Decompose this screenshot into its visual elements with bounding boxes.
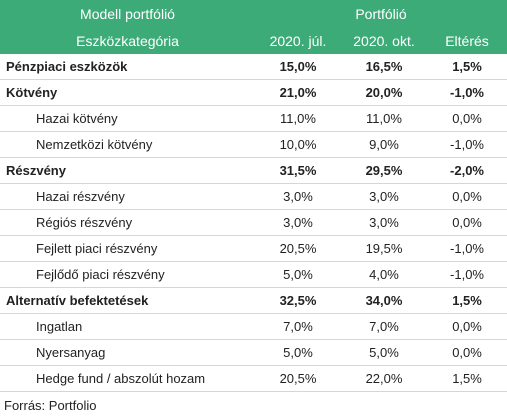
value-cell: 1,5% [427,287,507,314]
value-cell: 7,0% [341,313,427,340]
value-cell: -1,0% [427,79,507,106]
row-label: Pénzpiaci eszközök [0,54,255,80]
group-row: Alternatív befektetések 32,5% 34,0% 1,5% [0,287,507,314]
item-row: Hazai részvény 3,0% 3,0% 0,0% [0,183,507,210]
value-cell: 5,0% [255,339,341,366]
value-cell: 20,5% [255,235,341,262]
value-cell: 10,0% [255,131,341,158]
value-cell: 0,0% [427,183,507,210]
value-cell: 5,0% [255,261,341,288]
value-cell: 15,0% [255,54,341,80]
row-label: Hedge fund / abszolút hozam [0,365,255,392]
column-header: Eszközkategória [0,27,255,54]
group-row: Részvény 31,5% 29,5% -2,0% [0,157,507,184]
header-row: Eszközkategória 2020. júl. 2020. okt. Eltér… [0,27,507,54]
item-row: Hazai kötvény 11,0% 11,0% 0,0% [0,105,507,132]
source-note: Forrás: Portfolio [4,398,97,413]
value-cell: 20,5% [255,365,341,392]
value-cell: -1,0% [427,235,507,262]
value-cell: 3,0% [341,209,427,236]
row-label: Nemzetközi kötvény [0,131,255,158]
column-header: 2020. okt. [341,27,427,54]
value-cell: 22,0% [341,365,427,392]
value-cell: 5,0% [341,339,427,366]
value-cell: -2,0% [427,157,507,184]
row-label: Fejlett piaci részvény [0,235,255,262]
row-label: Fejlődő piaci részvény [0,261,255,288]
value-cell: 4,0% [341,261,427,288]
value-cell: -1,0% [427,131,507,158]
value-cell: 11,0% [255,105,341,132]
group-row: Kötvény 21,0% 20,0% -1,0% [0,79,507,106]
value-cell: 3,0% [255,209,341,236]
value-cell: -1,0% [427,261,507,288]
value-cell: 29,5% [341,157,427,184]
value-cell: 20,0% [341,79,427,106]
table-header: Modell portfólió Portfólió Eszközkategór… [0,0,507,54]
value-cell: 3,0% [341,183,427,210]
value-cell: 7,0% [255,313,341,340]
header-cell: Modell portfólió [0,0,255,27]
value-cell: 0,0% [427,209,507,236]
item-row: Fejlett piaci részvény 20,5% 19,5% -1,0% [0,235,507,262]
value-cell: 0,0% [427,339,507,366]
row-label: Részvény [0,157,255,184]
row-label: Régiós részvény [0,209,255,236]
row-label: Alternatív befektetések [0,287,255,314]
item-row: Ingatlan 7,0% 7,0% 0,0% [0,313,507,340]
row-label: Nyersanyag [0,339,255,366]
column-header: 2020. júl. [255,27,341,54]
value-cell: 34,0% [341,287,427,314]
header-row: Modell portfólió Portfólió [0,0,507,27]
item-row: Fejlődő piaci részvény 5,0% 4,0% -1,0% [0,261,507,288]
value-cell: 1,5% [427,54,507,80]
value-cell: 11,0% [341,105,427,132]
portfolio-table: Modell portfólió Portfólió Eszközkategór… [0,0,507,392]
value-cell: 16,5% [341,54,427,80]
row-label: Kötvény [0,79,255,106]
table-body: Pénzpiaci eszközök 15,0% 16,5% 1,5% Kötvény 2… [0,54,507,392]
value-cell: 3,0% [255,183,341,210]
item-row: Nemzetközi kötvény 10,0% 9,0% -1,0% [0,131,507,158]
item-row: Hedge fund / abszolút hozam 20,5% 22,0% 1,5… [0,365,507,392]
value-cell: 9,0% [341,131,427,158]
value-cell: 31,5% [255,157,341,184]
row-label: Hazai kötvény [0,105,255,132]
row-label: Hazai részvény [0,183,255,210]
value-cell: 21,0% [255,79,341,106]
header-cell: Portfólió [255,0,507,27]
item-row: Régiós részvény 3,0% 3,0% 0,0% [0,209,507,236]
value-cell: 19,5% [341,235,427,262]
value-cell: 32,5% [255,287,341,314]
group-row: Pénzpiaci eszközök 15,0% 16,5% 1,5% [0,54,507,80]
column-header: Eltérés [427,27,507,54]
row-label: Ingatlan [0,313,255,340]
value-cell: 0,0% [427,313,507,340]
value-cell: 1,5% [427,365,507,392]
item-row: Nyersanyag 5,0% 5,0% 0,0% [0,339,507,366]
value-cell: 0,0% [427,105,507,132]
